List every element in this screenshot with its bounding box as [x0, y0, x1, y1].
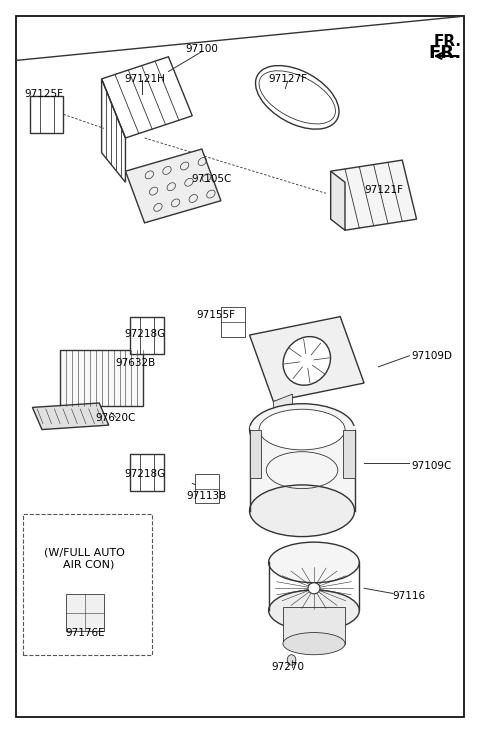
Text: 97121H: 97121H — [124, 74, 165, 84]
Text: 97176E: 97176E — [65, 628, 105, 637]
Text: 97155F: 97155F — [197, 310, 236, 320]
Ellipse shape — [259, 409, 345, 450]
Text: 97109C: 97109C — [412, 462, 452, 471]
Bar — [60, 350, 144, 405]
Bar — [130, 317, 164, 354]
Bar — [30, 96, 63, 133]
Polygon shape — [125, 149, 221, 223]
Text: 97116: 97116 — [393, 591, 426, 601]
Polygon shape — [274, 394, 292, 420]
Polygon shape — [250, 316, 364, 402]
Bar — [343, 430, 355, 477]
Ellipse shape — [250, 404, 355, 456]
Bar — [130, 454, 164, 491]
Ellipse shape — [283, 633, 345, 655]
Text: 97105C: 97105C — [191, 173, 231, 184]
Text: 97127F: 97127F — [268, 74, 307, 84]
Polygon shape — [331, 160, 417, 230]
Text: 97113B: 97113B — [186, 491, 227, 501]
Bar — [195, 473, 218, 503]
Text: FR.: FR. — [429, 44, 462, 62]
Text: 97620C: 97620C — [96, 413, 136, 424]
Polygon shape — [331, 171, 345, 230]
Text: 97270: 97270 — [271, 662, 304, 672]
Text: 97632B: 97632B — [115, 358, 155, 368]
Ellipse shape — [250, 485, 355, 536]
Text: FR.: FR. — [433, 34, 462, 50]
Bar — [66, 594, 104, 631]
Text: 97109D: 97109D — [412, 350, 453, 361]
Bar — [250, 430, 262, 477]
Polygon shape — [33, 403, 109, 430]
Bar — [23, 514, 152, 655]
Ellipse shape — [287, 655, 296, 665]
Ellipse shape — [269, 542, 360, 582]
Text: 97125F: 97125F — [25, 89, 64, 99]
Text: 97121F: 97121F — [364, 185, 403, 195]
Ellipse shape — [283, 336, 331, 385]
Text: (W/FULL AUTO
  AIR CON): (W/FULL AUTO AIR CON) — [45, 548, 125, 570]
Bar — [221, 307, 245, 336]
Bar — [283, 607, 345, 644]
Text: 97218G: 97218G — [124, 328, 165, 339]
Ellipse shape — [308, 582, 320, 594]
Text: 97100: 97100 — [185, 44, 218, 54]
Bar — [250, 426, 355, 507]
Text: 97218G: 97218G — [124, 469, 165, 479]
Ellipse shape — [269, 590, 360, 631]
